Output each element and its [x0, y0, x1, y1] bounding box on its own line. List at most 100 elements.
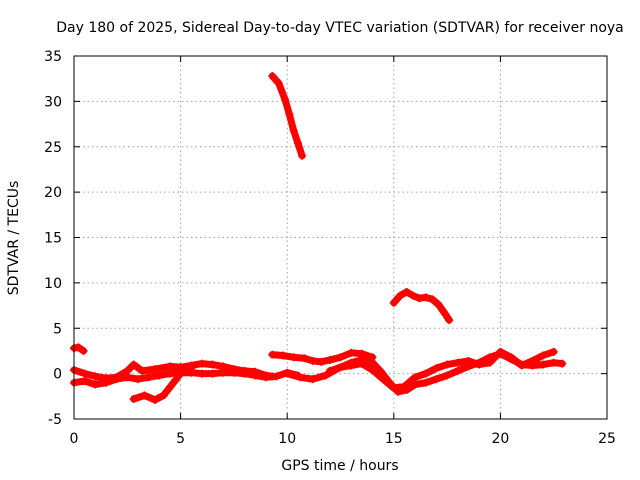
data-point — [558, 359, 567, 368]
data-point — [325, 356, 334, 365]
data-point — [539, 351, 548, 360]
y-tick-label: 0 — [53, 367, 62, 383]
data-point — [440, 309, 449, 318]
data-point — [155, 371, 164, 380]
data-point — [268, 350, 277, 359]
data-point — [321, 371, 330, 380]
data-point — [517, 361, 526, 370]
data-point — [453, 358, 462, 367]
data-point — [129, 360, 138, 369]
x-tick-label: 15 — [385, 431, 403, 447]
chart-title: Day 180 of 2025, Sidereal Day-to-day VTE… — [56, 20, 624, 36]
data-point — [389, 384, 398, 393]
y-tick-label: 5 — [53, 321, 62, 337]
data-point — [445, 316, 454, 325]
data-point — [347, 348, 356, 357]
data-point — [283, 369, 292, 378]
data-point — [379, 375, 388, 384]
axis-ticks: 0 5 10 15 20 25 -5 0 5 10 15 20 25 30 35 — [44, 49, 616, 447]
data-point — [289, 353, 298, 362]
data-point — [159, 391, 168, 400]
data-series — [70, 71, 567, 404]
data-point — [389, 298, 398, 307]
data-point — [400, 382, 409, 391]
data-point — [485, 358, 494, 367]
data-point — [144, 373, 153, 382]
y-tick-label: 25 — [44, 140, 62, 156]
data-point — [123, 373, 132, 382]
x-tick-label: 25 — [598, 431, 616, 447]
data-point — [434, 300, 443, 309]
data-point — [317, 357, 326, 366]
data-point — [308, 375, 317, 384]
data-point — [298, 151, 307, 160]
data-point — [274, 79, 283, 88]
data-point — [240, 369, 249, 378]
data-point — [197, 359, 206, 368]
data-point — [368, 358, 377, 367]
x-tick-label: 5 — [176, 431, 185, 447]
data-point — [165, 369, 174, 378]
data-point — [453, 366, 462, 375]
data-point — [74, 343, 83, 352]
data-point — [421, 369, 430, 378]
data-point — [138, 366, 147, 375]
y-axis-label: SDTVAR / TECUs — [6, 181, 22, 296]
data-point — [101, 378, 110, 387]
data-point — [278, 351, 287, 360]
y-tick-label: 30 — [44, 94, 62, 110]
data-point — [325, 366, 334, 375]
series-trace-segment-8 — [326, 348, 558, 392]
data-point — [289, 126, 298, 135]
data-point — [295, 373, 304, 382]
data-point — [421, 293, 430, 302]
data-point — [308, 356, 317, 365]
data-point — [549, 358, 558, 367]
data-point — [281, 95, 290, 104]
data-point — [464, 356, 473, 365]
data-point — [285, 110, 294, 119]
y-tick-label: 35 — [44, 49, 62, 65]
y-tick-label: 15 — [44, 231, 62, 247]
data-point — [151, 395, 160, 404]
data-point — [229, 368, 238, 377]
data-point — [140, 391, 149, 400]
data-point — [443, 371, 452, 380]
data-point — [197, 369, 206, 378]
y-tick-label: -5 — [48, 412, 62, 428]
data-point — [268, 71, 277, 80]
data-point — [165, 362, 174, 371]
data-point — [251, 371, 260, 380]
data-point — [91, 372, 100, 381]
data-point — [415, 294, 424, 303]
y-tick-label: 10 — [44, 276, 62, 292]
x-tick-label: 0 — [70, 431, 79, 447]
data-point — [336, 353, 345, 362]
data-point — [208, 360, 217, 369]
data-point — [539, 360, 548, 369]
data-point — [80, 376, 89, 385]
data-point — [293, 139, 302, 148]
data-point — [272, 372, 281, 381]
data-point — [79, 346, 88, 355]
data-point — [168, 380, 177, 389]
data-point — [496, 347, 505, 356]
data-point — [432, 375, 441, 384]
data-point — [402, 287, 411, 296]
data-point — [549, 347, 558, 356]
data-point — [528, 356, 537, 365]
data-point — [347, 361, 356, 370]
data-point — [336, 363, 345, 372]
data-point — [421, 378, 430, 387]
data-point — [151, 365, 160, 374]
data-point — [507, 353, 516, 362]
x-tick-label: 20 — [491, 431, 509, 447]
data-point — [91, 380, 100, 389]
x-axis-label: GPS time / hours — [281, 458, 398, 474]
data-point — [396, 291, 405, 300]
data-point — [112, 375, 121, 384]
data-point — [475, 360, 484, 369]
data-point — [443, 360, 452, 369]
data-point — [129, 395, 138, 404]
